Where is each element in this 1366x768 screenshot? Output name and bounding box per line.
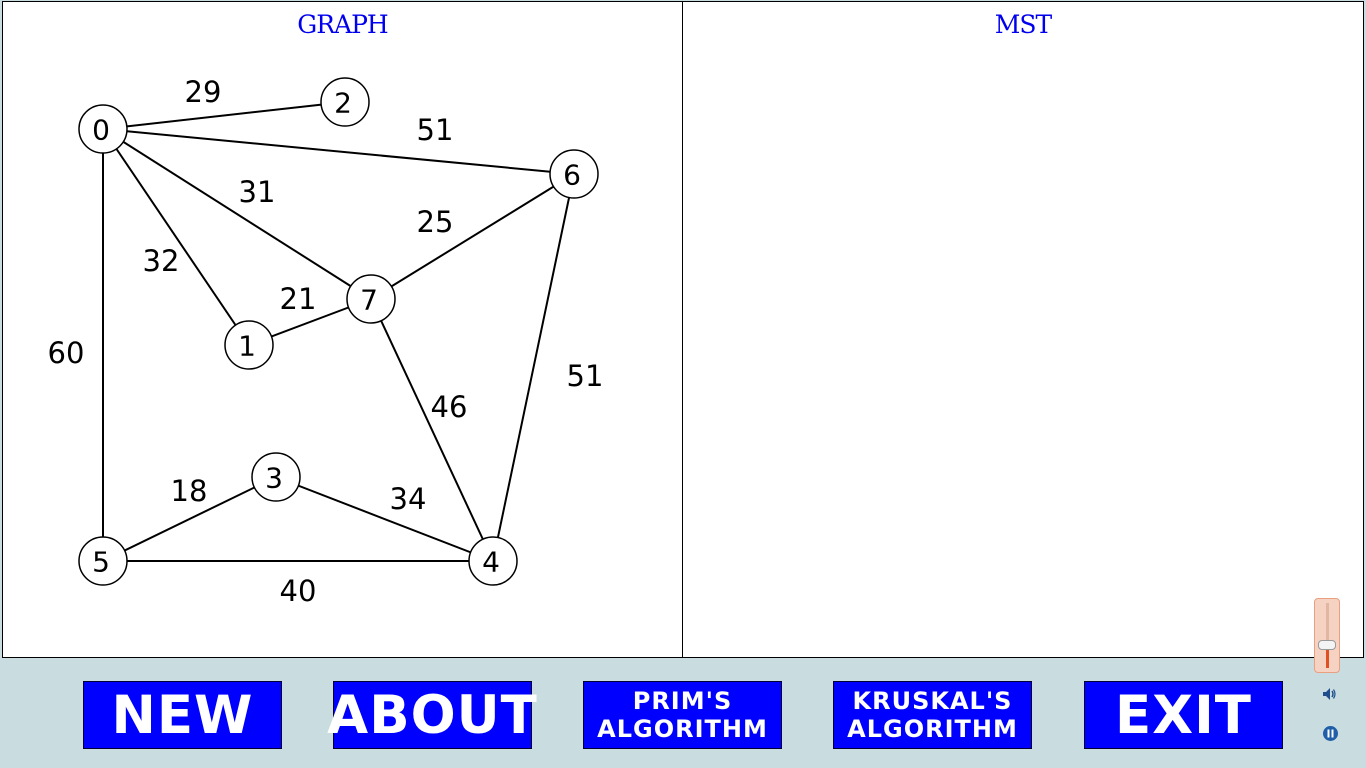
edge-5-3: [102, 476, 277, 562]
node-3: 3: [251, 452, 301, 502]
node-circle-1: [224, 320, 274, 370]
edge-7-4: [370, 298, 494, 562]
edge-weight-6-4: 51: [567, 359, 604, 393]
node-7: 7: [346, 274, 396, 324]
volume-slider-track: [1326, 603, 1329, 667]
node-label-2: 2: [334, 87, 352, 120]
node-label-7: 7: [360, 284, 378, 317]
volume-icon[interactable]: [1321, 686, 1337, 702]
new-button[interactable]: NEW: [83, 681, 282, 749]
volume-slider-thumb[interactable]: [1318, 640, 1336, 650]
node-6: 6: [549, 149, 599, 199]
edge-weight-7-4: 46: [431, 390, 468, 424]
node-label-0: 0: [92, 114, 110, 147]
node-circle-5: [78, 536, 128, 586]
node-0: 0: [78, 104, 128, 154]
edge-weight-0-1: 32: [143, 244, 180, 278]
node-circle-4: [468, 536, 518, 586]
edge-weight-5-3: 18: [171, 474, 208, 508]
exit-button[interactable]: EXIT: [1084, 681, 1283, 749]
node-2: 2: [320, 77, 370, 127]
volume-slider[interactable]: [1314, 598, 1340, 673]
edge-weight-3-4: 34: [390, 482, 427, 516]
node-circle-6: [549, 149, 599, 199]
node-4: 4: [468, 536, 518, 586]
node-label-6: 6: [563, 159, 581, 192]
node-circle-0: [78, 104, 128, 154]
button-bar: NEW ABOUT PRIM'S ALGORITHM KRUSKAL'S ALG…: [0, 658, 1366, 768]
node-label-1: 1: [238, 330, 256, 363]
edge-weight-1-7: 21: [280, 282, 317, 316]
edge-weight-0-7: 31: [239, 175, 276, 209]
node-5: 5: [78, 536, 128, 586]
graph-title: GRAPH: [297, 10, 388, 39]
prims-algorithm-button[interactable]: PRIM'S ALGORITHM: [583, 681, 782, 749]
edge-0-1: [102, 128, 250, 346]
edge-0-7: [102, 128, 372, 300]
edge-weight-7-6: 25: [417, 205, 454, 239]
edge-weight-0-2: 29: [185, 75, 222, 109]
node-circle-2: [320, 77, 370, 127]
edge-7-6: [370, 173, 575, 300]
edge-3-4: [275, 476, 494, 562]
volume-slider-fill: [1326, 649, 1329, 668]
node-circle-3: [251, 452, 301, 502]
node-circle-7: [346, 274, 396, 324]
edge-weight-0-6: 51: [417, 113, 454, 147]
node-1: 1: [224, 320, 274, 370]
node-label-5: 5: [92, 546, 110, 579]
edge-weight-5-4: 40: [280, 574, 317, 608]
about-button[interactable]: ABOUT: [327, 681, 537, 749]
mst-title: MST: [994, 10, 1052, 39]
edge-0-6: [102, 128, 575, 175]
pause-icon[interactable]: [1322, 725, 1339, 742]
edge-weight-0-5: 60: [48, 336, 85, 370]
edge-0-2: [102, 101, 346, 130]
mst-panel: MST: [682, 1, 1364, 658]
node-label-4: 4: [482, 546, 500, 579]
kruskals-algorithm-button[interactable]: KRUSKAL'S ALGORITHM: [833, 681, 1032, 749]
node-label-3: 3: [265, 462, 283, 495]
edge-6-4: [492, 173, 575, 562]
